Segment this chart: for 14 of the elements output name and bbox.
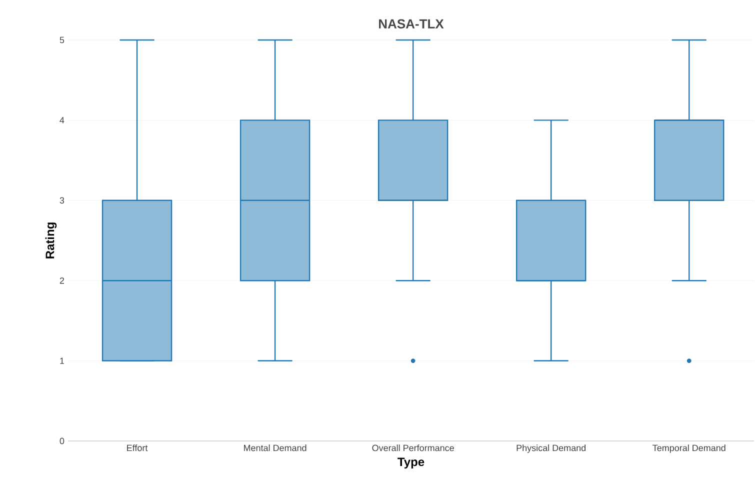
y-tick-label: 3 xyxy=(60,197,64,204)
y-tick-label: 5 xyxy=(60,36,64,44)
y-tick-label: 0 xyxy=(60,438,64,444)
x-tick-label: Physical Demand xyxy=(516,444,586,453)
x-axis-title: Type xyxy=(398,458,424,469)
x-tick-label: Temporal Demand xyxy=(652,444,726,453)
y-axis-title: Rating xyxy=(45,222,57,258)
y-tick-label: 1 xyxy=(60,358,64,364)
x-tick-label: Effort xyxy=(127,444,148,452)
y-tick-label: 4 xyxy=(60,117,64,124)
x-tick-label: Overall Performance xyxy=(372,444,454,452)
y-tick-label: 2 xyxy=(60,277,64,284)
x-tick-label: Mental Demand xyxy=(244,444,306,452)
chart-title: NASA-TLX xyxy=(379,19,444,28)
